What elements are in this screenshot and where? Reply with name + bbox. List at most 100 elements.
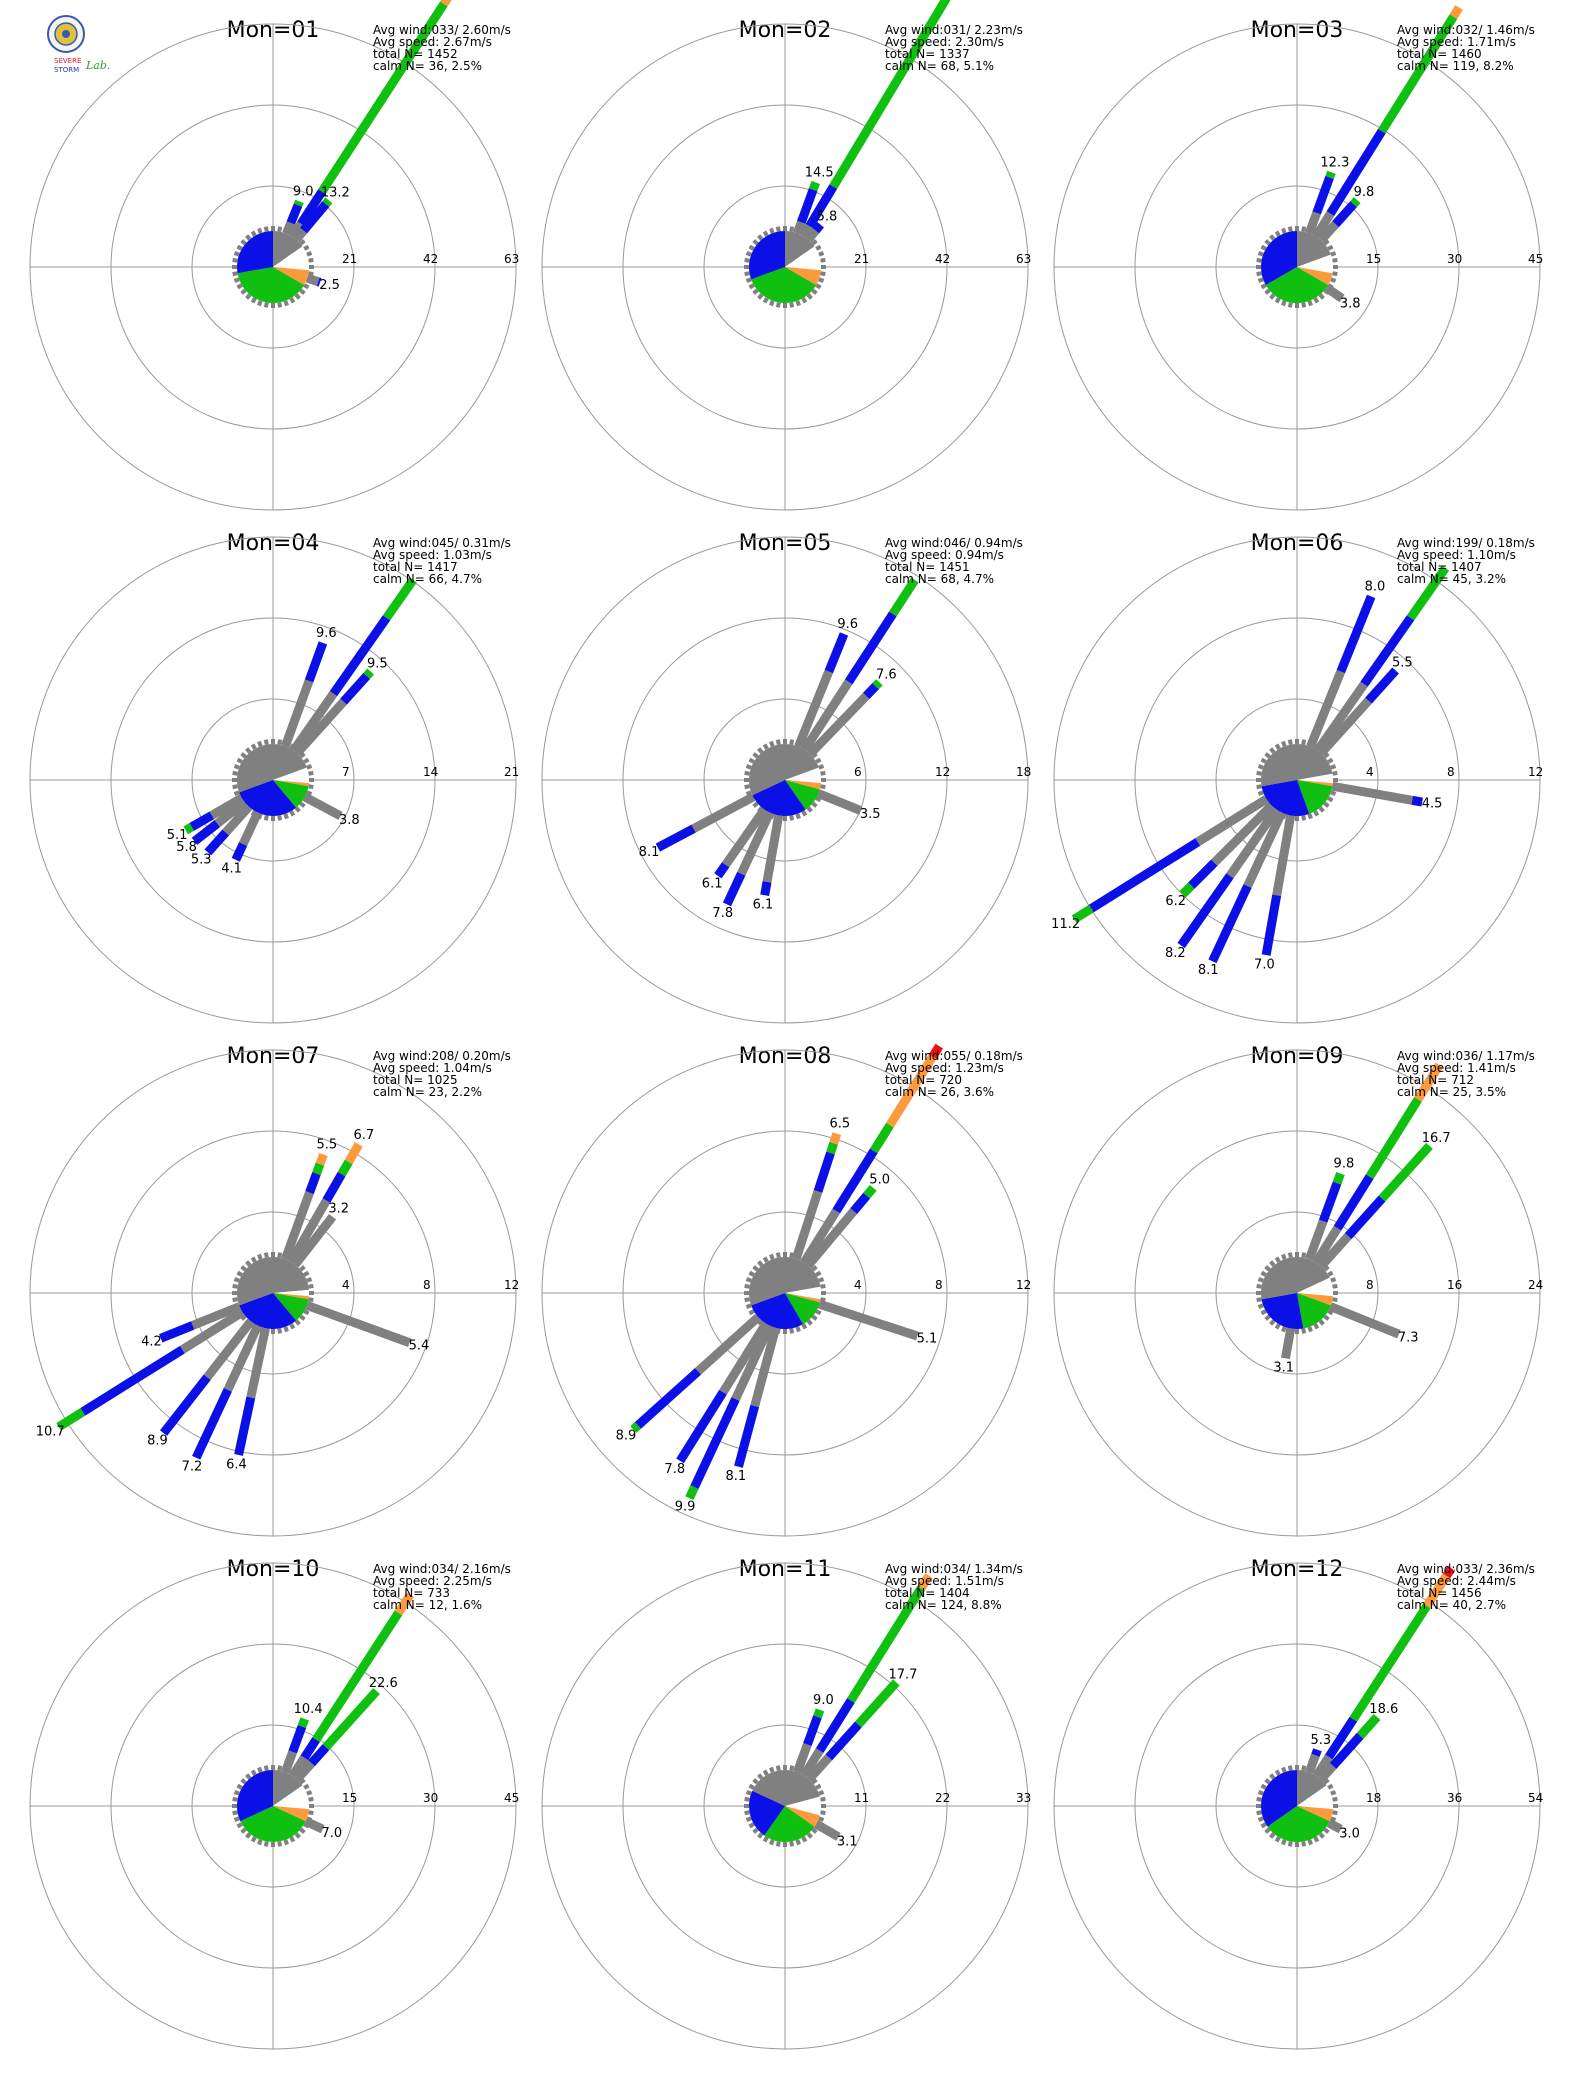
calm-pie-slice [752,780,806,816]
stats-line: total N= 1452 [373,47,458,61]
wind-bar-segment [209,794,245,820]
bar-value-label: 4.5 [1422,796,1443,811]
calm-pie-slice [785,1286,821,1300]
bar-value-label: 3.1 [1273,1361,1294,1376]
direction-stub [257,1766,263,1773]
direction-stub [801,1323,808,1330]
direction-stub [745,790,752,796]
direction-stub [1281,1839,1287,1846]
calm-pie-slice [751,1293,803,1329]
grid-ring [1053,536,1541,1024]
direction-stub [308,1796,314,1802]
ring-tick-label: 18 [1016,765,1031,779]
wind-bar-segment [1423,1573,1451,1609]
bar-value-label: 9.9 [675,1500,696,1515]
calm-pie-slice [1261,231,1297,285]
direction-stub [815,1783,822,1790]
wind-bar-segment [56,1408,86,1431]
wind-bar-segment [292,227,308,243]
direction-stub [1301,1328,1307,1334]
stats-line: total N= 1337 [885,47,970,61]
wind-bar-segment [630,1422,641,1433]
direction-stub [232,1810,238,1816]
ring-tick-label: 30 [423,1791,438,1805]
wind-bar-segment [734,1404,760,1468]
direction-stub [303,283,310,290]
direction-stub [1301,815,1307,821]
wind-bar-segment [1317,1233,1352,1270]
ring-tick-label: 4 [854,1278,862,1292]
wind-bar-segment [192,1387,232,1460]
wind-bar-segment [1360,615,1415,687]
calm-pie-slice [273,267,309,285]
direction-stub [1332,770,1338,776]
direction-stub [1301,302,1307,308]
direction-stub [1332,257,1338,263]
direction-stub [263,226,269,232]
direction-stub [299,288,306,295]
direction-stub [1332,271,1338,277]
wind-bar-segment [889,577,919,617]
direction-stub [1257,1790,1264,1796]
calm-pie-slice [1261,1257,1297,1300]
wind-bar-segment [382,577,417,621]
wind-bar-segment [800,1208,841,1265]
bar-value-label: 7.2 [182,1459,203,1474]
direction-stub [762,743,769,750]
grid-ring [541,1049,1029,1537]
calm-pie-slice [1297,1785,1333,1810]
wind-bar-segment [813,1708,825,1719]
direction-stub [289,810,296,817]
stats-line: total N= 1025 [373,1073,458,1087]
direction-stub [815,1309,822,1316]
bar-value-label: 6.1 [702,877,723,892]
bar-value-label: 10.7 [36,1425,65,1440]
wind-bar-segment [297,1717,309,1729]
direction-stub [818,1790,825,1796]
grid-ring [1134,1130,1460,1456]
bar-value-label: 3.5 [860,807,881,822]
stats-line: Avg speed: 1.04m/s [373,1061,492,1075]
direction-stub [240,1778,247,1785]
wind-bar-segment [832,1148,878,1214]
bar-value-label: 7.0 [1254,957,1275,972]
direction-stub [1274,1836,1281,1843]
direction-stub [1257,1277,1264,1283]
direction-stub [1301,1252,1307,1258]
direction-stub [1327,1270,1334,1277]
wind-bar-segment [722,871,746,907]
wind-bar-segment [805,184,838,229]
wind-bar-segment [855,1679,900,1728]
direction-stub [1269,1773,1276,1780]
wind-bar-segment [189,811,215,831]
stats-line: total N= 1451 [885,560,970,574]
direction-stub [769,227,775,234]
calm-pie-slice [1261,1293,1304,1330]
direction-stub [811,1778,818,1785]
direction-stub [752,752,759,759]
direction-stub [294,806,301,813]
calm-pie-slice [1297,1293,1333,1306]
ring-tick-label: 11 [854,1791,869,1805]
ring-tick-label: 4 [1366,765,1374,779]
direction-stub [769,300,775,307]
direction-stub [789,226,795,232]
direction-stub [818,764,825,770]
calm-pie-slice [273,1806,309,1822]
grid-ring [1215,1724,1379,1888]
direction-stub [1274,1323,1281,1330]
grid-ring [191,185,355,349]
direction-stub [757,1319,764,1326]
direction-stub [1260,1822,1267,1829]
direction-stub [1318,293,1325,300]
ring-tick-label: 21 [504,765,519,779]
grid-ring [622,617,948,943]
wind-bar-segment [1281,1327,1296,1360]
direction-stub [308,770,314,776]
calm-pie-slice [273,1770,303,1806]
wind-bar-segment [760,881,772,897]
wind-bar-segment [1088,838,1201,913]
wind-bar-segment [1313,681,1368,754]
stats-line: total N= 720 [885,1073,962,1087]
